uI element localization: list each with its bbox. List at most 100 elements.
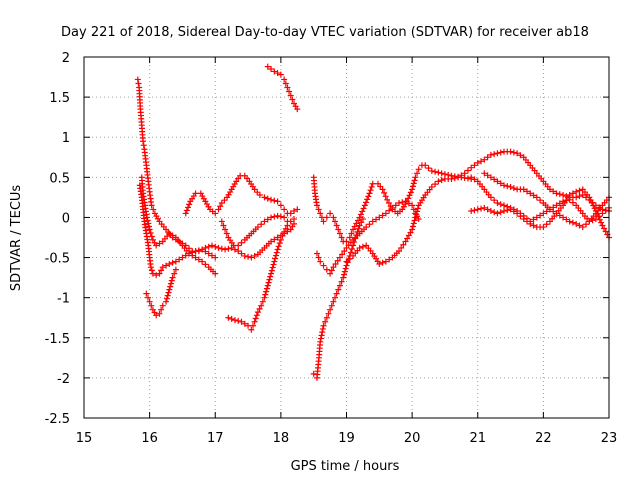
data-point (262, 291, 269, 298)
data-point (399, 199, 406, 206)
data-point (156, 240, 163, 247)
data-point (353, 220, 360, 227)
data-point (520, 212, 527, 219)
data-point (402, 238, 409, 245)
data-point (586, 194, 593, 201)
data-point (270, 261, 277, 268)
data-point (153, 272, 160, 279)
data-point (474, 159, 481, 166)
data-point (494, 178, 501, 185)
data-point (294, 106, 301, 113)
data-point (268, 196, 275, 203)
data-point (497, 201, 504, 208)
data-point (484, 206, 491, 213)
data-point (348, 245, 355, 252)
data-point (284, 218, 291, 225)
data-point (286, 88, 293, 95)
data-point (351, 223, 358, 230)
data-point (598, 219, 605, 226)
data-point (164, 292, 171, 299)
data-point (367, 187, 374, 194)
data-point (338, 278, 345, 285)
data-point (335, 226, 342, 233)
data-point (576, 187, 583, 194)
data-point (369, 180, 376, 187)
data-point (273, 249, 280, 256)
data-point (148, 302, 155, 309)
data-point (365, 193, 372, 200)
data-point (143, 290, 150, 297)
data-points (134, 63, 612, 381)
data-point (277, 71, 284, 78)
data-point (487, 174, 494, 181)
data-point (176, 256, 183, 263)
data-point (384, 196, 391, 203)
data-point (354, 217, 361, 224)
data-point (289, 96, 296, 103)
y-tick-label: 1 (62, 131, 70, 146)
data-point (330, 264, 337, 271)
x-tick-label: 23 (601, 431, 618, 446)
data-point (560, 191, 567, 198)
data-point (205, 250, 212, 257)
data-point (166, 260, 173, 267)
data-point (192, 248, 199, 255)
data-point (523, 188, 530, 195)
data-point (588, 199, 595, 206)
data-point (527, 190, 534, 197)
data-point (601, 225, 608, 232)
data-point (396, 248, 402, 255)
data-point (320, 262, 327, 269)
data-point (410, 220, 417, 227)
data-point (251, 318, 258, 325)
data-point (327, 306, 334, 313)
data-point (510, 206, 517, 213)
x-tick-label: 22 (535, 431, 552, 446)
data-point (183, 207, 190, 214)
data-point (199, 246, 206, 253)
data-point (268, 270, 275, 277)
data-point (537, 197, 544, 204)
data-point (507, 183, 514, 190)
data-point (507, 148, 514, 155)
data-point (530, 222, 537, 229)
data-point (256, 305, 263, 312)
data-point (368, 183, 375, 190)
data-point (148, 267, 155, 274)
data-point (192, 190, 199, 197)
data-point (168, 277, 175, 284)
data-point (405, 200, 412, 207)
y-tick-label: -2.5 (45, 412, 70, 427)
data-point (550, 208, 557, 215)
data-point (425, 165, 432, 172)
data-point (333, 222, 340, 229)
x-tick-label: 21 (469, 431, 486, 446)
data-point (411, 217, 418, 224)
data-point (530, 192, 537, 199)
data-point (359, 216, 366, 223)
data-point (167, 283, 174, 290)
data-point (497, 209, 504, 216)
data-point (186, 250, 192, 257)
data-point (478, 158, 485, 165)
data-point (159, 302, 166, 309)
data-point (167, 280, 174, 287)
data-point (146, 298, 153, 305)
data-point (148, 233, 155, 240)
data-point (327, 210, 334, 217)
data-point (484, 172, 491, 179)
data-point (576, 222, 583, 229)
data-point (319, 329, 326, 336)
data-point (221, 197, 228, 204)
data-point (330, 214, 337, 221)
data-point (172, 266, 179, 273)
series-arc-n (468, 174, 612, 225)
data-point (398, 244, 405, 251)
data-point (166, 286, 173, 293)
data-point (379, 212, 386, 219)
data-point (182, 252, 189, 259)
data-point (471, 162, 478, 169)
data-point (208, 242, 215, 249)
data-point (602, 228, 609, 235)
data-point (385, 200, 392, 207)
